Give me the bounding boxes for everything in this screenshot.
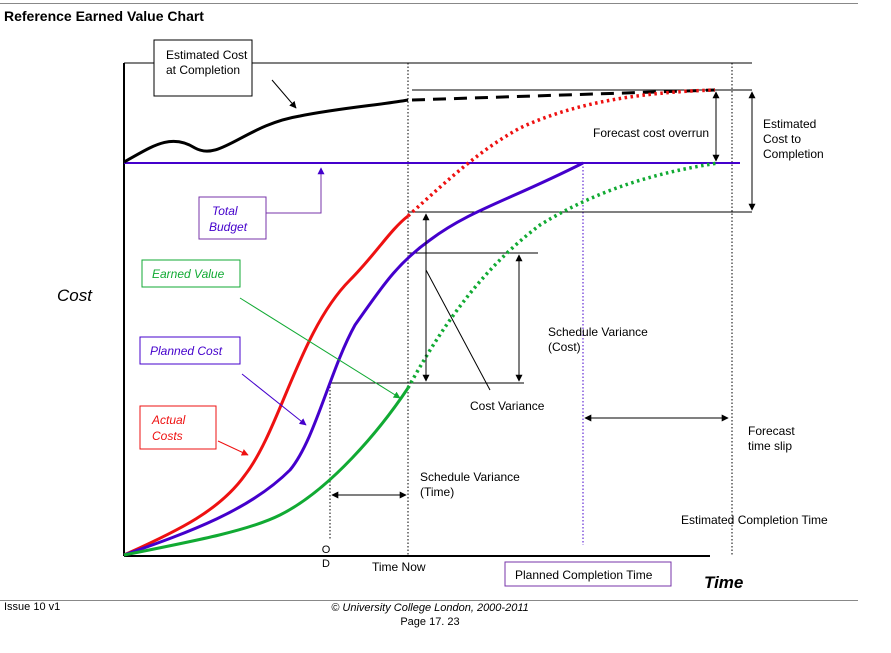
callout-actual-costs-line2: Costs xyxy=(152,429,183,443)
footer-copyright: © University College London, 2000-2011 xyxy=(331,602,529,614)
callout-planned-completion-text: Planned Completion Time xyxy=(515,568,653,582)
label-estimated-completion-time: Estimated Completion Time xyxy=(681,513,828,527)
callout-total-budget xyxy=(198,196,267,240)
label-etc-line3: Completion xyxy=(763,147,824,161)
header-rule xyxy=(0,3,858,4)
earned-value-curve xyxy=(123,387,410,557)
cost-variance-pointer xyxy=(425,269,491,391)
callout-eac xyxy=(153,39,253,97)
label-sv-time-line2: (Time) xyxy=(420,485,454,499)
footer-issue: Issue 10 v1 xyxy=(4,601,61,613)
callout-planned-cost-arrow xyxy=(241,373,307,426)
callout-total-budget-line2: Budget xyxy=(209,220,248,234)
callout-actual-costs xyxy=(139,405,217,450)
eac-forecast-dashed xyxy=(411,88,716,102)
label-etc-line2: Cost to xyxy=(763,132,801,146)
actual-costs-forecast xyxy=(406,88,716,218)
label-forecast-cost-overrun: Forecast cost overrun xyxy=(593,126,709,140)
planned-cost-curve xyxy=(123,161,584,557)
label-forecast-slip-line2: time slip xyxy=(748,439,792,453)
label-d: D xyxy=(322,558,330,570)
label-sv-cost-line2: (Cost) xyxy=(548,340,581,354)
label-etc-line1: Estimated xyxy=(763,117,816,131)
label-sv-time-line1: Schedule Variance xyxy=(420,470,520,484)
earned-value-forecast xyxy=(406,161,719,389)
eac-curve xyxy=(123,98,409,164)
footer-page: Page 17. 23 xyxy=(400,616,460,628)
footer-center: © University College London, 2000-2011 P… xyxy=(265,601,595,629)
footer-rule xyxy=(0,600,858,601)
label-time-now: Time Now xyxy=(372,560,426,574)
callout-earned-value-arrow xyxy=(239,297,401,399)
callout-earned-value-text: Earned Value xyxy=(152,267,225,281)
callout-planned-cost-text: Planned Cost xyxy=(150,344,223,358)
label-cost-variance: Cost Variance xyxy=(470,399,545,413)
label-o: O xyxy=(322,544,331,556)
callout-planned-cost xyxy=(139,336,241,365)
callout-eac-line2: at Completion xyxy=(166,63,240,77)
callout-earned-value xyxy=(141,259,241,288)
axis-x-label: Time xyxy=(704,573,743,592)
callout-planned-completion xyxy=(504,561,672,587)
axis-y-label: Cost xyxy=(57,286,93,305)
callout-eac-arrow xyxy=(271,79,297,109)
label-forecast-slip-line1: Forecast xyxy=(748,424,795,438)
callout-eac-line1: Estimated Cost xyxy=(166,48,248,62)
callout-actual-costs-arrow xyxy=(217,440,249,456)
actual-costs-curve xyxy=(123,214,409,557)
page-title: Reference Earned Value Chart xyxy=(4,8,204,24)
callout-actual-costs-line1: Actual xyxy=(151,413,186,427)
callout-total-budget-connector xyxy=(266,167,325,214)
callout-total-budget-line1: Total xyxy=(212,204,238,218)
label-sv-cost-line1: Schedule Variance xyxy=(548,325,648,339)
